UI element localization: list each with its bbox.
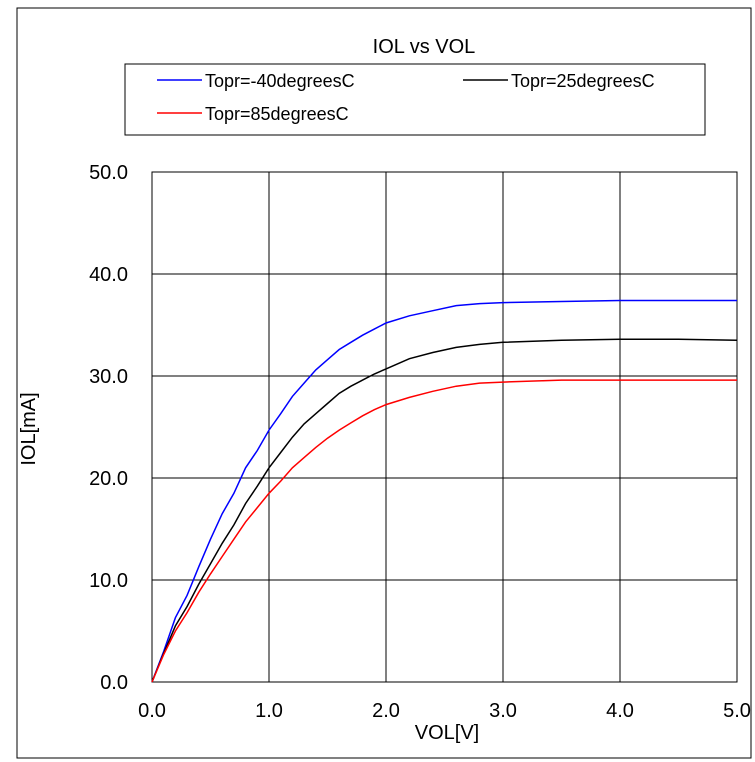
y-tick-label-2: 20.0 bbox=[89, 468, 128, 490]
legend-label-0: Topr=-40degreesC bbox=[205, 71, 355, 91]
y-axis-label: IOL[mA] bbox=[18, 392, 40, 465]
legend-label-1: Topr=25degreesC bbox=[511, 71, 655, 91]
x-tick-label-2: 2.0 bbox=[372, 700, 400, 722]
x-axis-label: VOL[V] bbox=[415, 722, 479, 744]
y-tick-label-0: 0.0 bbox=[100, 672, 128, 694]
x-tick-label-3: 3.0 bbox=[489, 700, 517, 722]
x-tick-label-4: 4.0 bbox=[606, 700, 634, 722]
x-axis-tick-labels: 0.0 1.0 2.0 3.0 4.0 5.0 bbox=[138, 700, 751, 722]
y-tick-label-1: 10.0 bbox=[89, 570, 128, 592]
series-layer bbox=[151, 299, 738, 683]
chart-title: IOL vs VOL bbox=[373, 36, 476, 58]
x-tick-label-1: 1.0 bbox=[255, 700, 283, 722]
plot-area-frame bbox=[151, 171, 738, 683]
legend: Topr=-40degreesC Topr=25degreesC Topr=85de… bbox=[157, 71, 655, 124]
legend-label-2: Topr=85degreesC bbox=[205, 104, 349, 124]
y-tick-label-3: 30.0 bbox=[89, 366, 128, 388]
x-tick-label-0: 0.0 bbox=[138, 700, 166, 722]
y-tick-label-5: 50.0 bbox=[89, 162, 128, 184]
series-line-1 bbox=[151, 338, 738, 683]
y-tick-label-4: 40.0 bbox=[89, 264, 128, 286]
series-line-2 bbox=[151, 379, 737, 683]
x-tick-label-5: 5.0 bbox=[723, 700, 751, 722]
legend-box bbox=[124, 63, 706, 136]
y-axis-tick-labels: 0.0 10.0 20.0 30.0 40.0 50.0 bbox=[89, 162, 128, 694]
series-line-0 bbox=[151, 299, 737, 683]
